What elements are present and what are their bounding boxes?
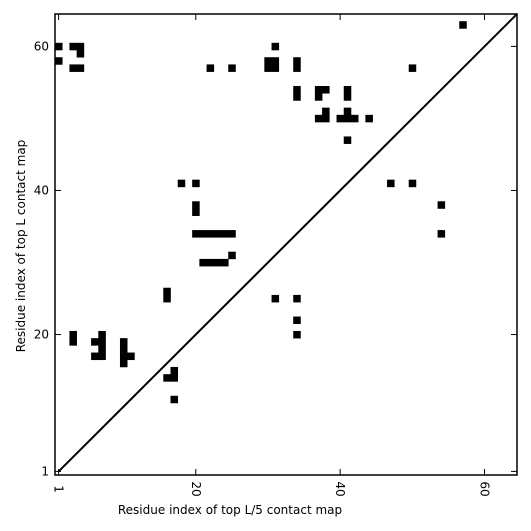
contact-cell bbox=[293, 294, 301, 303]
contact-cell bbox=[264, 64, 272, 72]
contact-cell bbox=[206, 258, 215, 267]
contact-cell bbox=[119, 359, 128, 368]
contact-cell bbox=[343, 136, 352, 144]
contact-cell bbox=[221, 258, 229, 267]
x-tick-label: 20 bbox=[189, 481, 203, 496]
contact-cell bbox=[170, 366, 179, 375]
contact-cell bbox=[336, 114, 345, 123]
contact-cell bbox=[69, 42, 77, 51]
contact-cell bbox=[293, 86, 301, 94]
contact-cell bbox=[98, 352, 106, 361]
contact-cell bbox=[365, 114, 373, 123]
contact-cell bbox=[163, 287, 171, 296]
contact-cell bbox=[127, 352, 135, 361]
contact-cell bbox=[69, 338, 77, 346]
contact-cell bbox=[264, 57, 272, 65]
contact-cell bbox=[459, 21, 467, 29]
y-tick-label: 1 bbox=[41, 464, 49, 478]
contact-cell bbox=[271, 64, 280, 72]
axis-ticks: 1 20 40 60 1 20 40 60 bbox=[34, 14, 517, 497]
y-tick-label: 40 bbox=[34, 183, 49, 197]
y-axis-label: Residue index of top L contact map bbox=[14, 140, 28, 353]
contact-cell bbox=[76, 64, 85, 72]
contact-cell bbox=[91, 338, 99, 346]
x-tick-label: 60 bbox=[478, 481, 492, 496]
y-tick-label: 20 bbox=[34, 328, 49, 342]
contact-cell bbox=[271, 294, 280, 303]
x-tick-label: 1 bbox=[52, 485, 66, 493]
contact-cell bbox=[408, 64, 417, 72]
contact-cell bbox=[76, 42, 85, 51]
contact-cell bbox=[98, 345, 106, 353]
contact-cell bbox=[170, 374, 179, 382]
y-tick-label: 60 bbox=[34, 39, 49, 53]
contact-cell bbox=[177, 179, 186, 188]
contact-cell bbox=[314, 86, 323, 94]
contact-cell bbox=[119, 338, 128, 346]
contact-cell bbox=[228, 230, 236, 238]
contact-cell bbox=[322, 86, 330, 94]
contact-cell bbox=[314, 114, 323, 123]
contact-cell bbox=[293, 93, 301, 101]
contact-cell bbox=[199, 230, 207, 238]
contact-cell bbox=[322, 107, 330, 116]
contact-cell bbox=[271, 57, 280, 65]
contact-cell bbox=[293, 57, 301, 65]
contact-cell bbox=[163, 294, 171, 303]
contact-cell bbox=[163, 374, 171, 382]
contact-cell bbox=[206, 64, 215, 72]
contact-cell bbox=[192, 230, 200, 238]
contact-cell bbox=[119, 352, 128, 361]
contact-cell bbox=[221, 230, 229, 238]
contact-cell bbox=[408, 179, 417, 188]
contact-cell bbox=[350, 114, 359, 123]
contact-cell bbox=[206, 230, 215, 238]
contact-cell bbox=[437, 230, 446, 238]
contact-cell bbox=[98, 330, 106, 339]
contact-cell bbox=[437, 201, 446, 209]
contact-cell bbox=[343, 107, 352, 116]
contact-cell bbox=[170, 395, 179, 404]
diagonal-line bbox=[57, 13, 518, 473]
contact-cell bbox=[76, 50, 85, 58]
contact-cell bbox=[343, 93, 352, 101]
contact-cell bbox=[213, 230, 222, 238]
contact-cell bbox=[293, 316, 301, 325]
x-tick-label: 40 bbox=[333, 481, 347, 496]
contact-cell bbox=[69, 330, 77, 339]
contact-cell bbox=[192, 179, 200, 188]
contact-cell bbox=[228, 64, 236, 72]
contact-cell bbox=[55, 57, 63, 65]
x-axis-label: Residue index of top L/5 contact map bbox=[118, 503, 342, 517]
contact-cell bbox=[271, 42, 280, 51]
contact-cell bbox=[213, 258, 222, 267]
contact-cell bbox=[91, 352, 99, 361]
contact-cell bbox=[293, 64, 301, 72]
contact-cell bbox=[314, 93, 323, 101]
contact-cell bbox=[69, 64, 77, 72]
contact-cell bbox=[98, 338, 106, 346]
contact-cell bbox=[119, 345, 128, 353]
contact-cells bbox=[55, 21, 467, 404]
contact-cell bbox=[322, 114, 330, 123]
contact-cell bbox=[192, 201, 200, 209]
contact-cell bbox=[293, 330, 301, 339]
contact-cell bbox=[228, 251, 236, 260]
contact-cell bbox=[387, 179, 395, 188]
contact-cell bbox=[343, 114, 352, 123]
contact-cell bbox=[192, 208, 200, 216]
plot-frame bbox=[54, 13, 518, 476]
contact-cell bbox=[343, 86, 352, 94]
contact-cell bbox=[199, 258, 207, 267]
